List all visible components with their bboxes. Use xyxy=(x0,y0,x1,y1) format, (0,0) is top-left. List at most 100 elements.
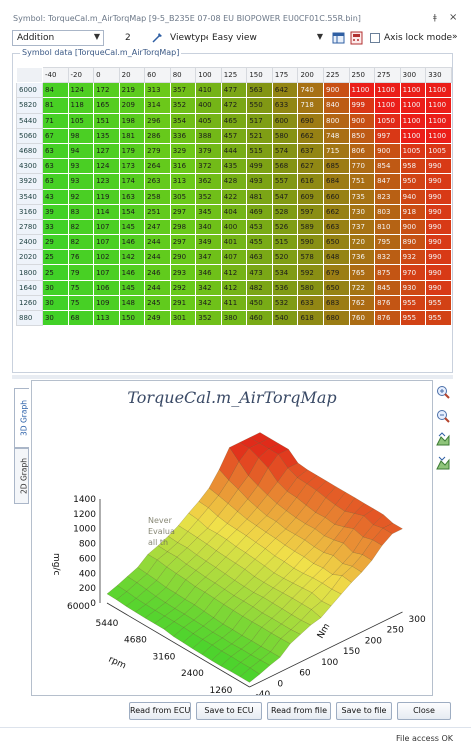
table-cell[interactable]: 1100 xyxy=(374,97,401,114)
table-cell[interactable]: 1100 xyxy=(399,112,427,129)
table-cell[interactable]: 1100 xyxy=(425,112,452,129)
table-cell[interactable]: 98 xyxy=(67,127,95,144)
table-cell[interactable]: 83 xyxy=(67,203,95,220)
table-cell[interactable]: 107 xyxy=(93,264,120,281)
table-cell[interactable]: 574 xyxy=(271,142,299,160)
table-cell[interactable]: 1100 xyxy=(348,82,376,99)
table-cell[interactable]: 352 xyxy=(169,97,197,114)
rotate-up-icon[interactable] xyxy=(435,432,451,448)
table-cell[interactable]: 563 xyxy=(246,82,273,99)
wand-icon[interactable] xyxy=(151,32,163,44)
table-cell[interactable]: 123 xyxy=(93,173,120,190)
rotate-down-icon[interactable] xyxy=(435,456,451,472)
table-cell[interactable]: 145 xyxy=(118,279,146,296)
table-cell[interactable]: 482 xyxy=(246,279,273,296)
panel-splitter[interactable] xyxy=(12,375,453,379)
table-cell[interactable]: 990 xyxy=(425,218,452,236)
column-header[interactable]: 100 xyxy=(195,66,222,84)
mode-select[interactable]: Addition ▼ xyxy=(12,30,104,46)
table-cell[interactable]: 247 xyxy=(144,218,171,236)
row-header[interactable]: 1800 xyxy=(16,264,43,281)
table-cell[interactable]: 342 xyxy=(195,294,222,312)
table-cell[interactable]: 109 xyxy=(93,294,120,312)
column-header[interactable]: 200 xyxy=(297,66,324,84)
table-cell[interactable]: 346 xyxy=(195,264,222,281)
table-cell[interactable]: 663 xyxy=(322,218,350,236)
table-cell[interactable]: 609 xyxy=(297,188,324,205)
table-cell[interactable]: 580 xyxy=(297,279,324,296)
row-header[interactable]: 4300 xyxy=(16,158,43,175)
table-cell[interactable]: 219 xyxy=(118,82,146,99)
table-cell[interactable]: 740 xyxy=(297,82,324,99)
table-cell[interactable]: 146 xyxy=(118,264,146,281)
viewtype-select[interactable]: Easy view ▼ xyxy=(208,30,326,46)
table-cell[interactable]: 930 xyxy=(399,279,427,296)
table-cell[interactable]: 900 xyxy=(348,112,376,129)
table-cell[interactable]: 683 xyxy=(322,294,350,312)
table-cell[interactable]: 633 xyxy=(297,294,324,312)
table-cell[interactable]: 762 xyxy=(348,294,376,312)
table-cell[interactable]: 67 xyxy=(41,127,69,144)
table-cell[interactable]: 875 xyxy=(374,264,401,281)
table-cell[interactable]: 832 xyxy=(374,249,401,266)
column-header[interactable]: 0 xyxy=(93,66,120,84)
read-from-ecu-button[interactable]: Read from ECU xyxy=(129,702,191,720)
table-cell[interactable]: 540 xyxy=(271,309,299,327)
table-cell[interactable]: 81 xyxy=(41,97,69,114)
column-header[interactable]: 80 xyxy=(169,66,197,84)
table-cell[interactable]: 823 xyxy=(374,188,401,205)
column-header[interactable]: 125 xyxy=(220,66,248,84)
table-cell[interactable]: 876 xyxy=(374,294,401,312)
table-cell[interactable]: 296 xyxy=(144,112,171,129)
row-header[interactable]: 1640 xyxy=(16,279,43,296)
table-cell[interactable]: 82 xyxy=(67,234,95,251)
table-cell[interactable]: 30 xyxy=(41,279,69,296)
table-cell[interactable]: 1100 xyxy=(399,97,427,114)
table-cell[interactable]: 568 xyxy=(271,158,299,175)
table-cell[interactable]: 209 xyxy=(118,97,146,114)
row-header[interactable]: 2780 xyxy=(16,218,43,236)
table-cell[interactable]: 854 xyxy=(374,158,401,175)
table-cell[interactable]: 660 xyxy=(322,188,350,205)
table-view-icon[interactable] xyxy=(332,31,346,45)
table-cell[interactable]: 379 xyxy=(195,142,222,160)
table-cell[interactable]: 600 xyxy=(271,112,299,129)
table-cell[interactable]: 473 xyxy=(246,264,273,281)
table-cell[interactable]: 526 xyxy=(271,218,299,236)
table-cell[interactable]: 33 xyxy=(41,218,69,236)
table-cell[interactable]: 685 xyxy=(322,158,350,175)
table-cell[interactable]: 400 xyxy=(220,218,248,236)
table-cell[interactable]: 550 xyxy=(246,97,273,114)
table-cell[interactable]: 75 xyxy=(67,279,95,296)
table-cell[interactable]: 876 xyxy=(374,309,401,327)
table-cell[interactable]: 165 xyxy=(93,97,120,114)
table-cell[interactable]: 407 xyxy=(220,249,248,266)
table-cell[interactable]: 528 xyxy=(271,203,299,220)
table-cell[interactable]: 114 xyxy=(93,203,120,220)
table-cell[interactable]: 329 xyxy=(169,142,197,160)
table-cell[interactable]: 354 xyxy=(169,112,197,129)
table-cell[interactable]: 1005 xyxy=(399,142,427,160)
table-cell[interactable]: 263 xyxy=(144,173,171,190)
table-cell[interactable]: 347 xyxy=(195,249,222,266)
table-cell[interactable]: 580 xyxy=(271,127,299,144)
table-cell[interactable]: 765 xyxy=(348,264,376,281)
table-cell[interactable]: 800 xyxy=(322,112,350,129)
table-cell[interactable]: 918 xyxy=(399,203,427,220)
table-cell[interactable]: 400 xyxy=(195,97,222,114)
table-cell[interactable]: 163 xyxy=(118,188,146,205)
table-cell[interactable]: 154 xyxy=(118,203,146,220)
table-cell[interactable]: 521 xyxy=(246,127,273,144)
table-cell[interactable]: 173 xyxy=(118,158,146,175)
table-cell[interactable]: 290 xyxy=(169,249,197,266)
table-cell[interactable]: 735 xyxy=(348,188,376,205)
table-cell[interactable]: 102 xyxy=(93,249,120,266)
table-cell[interactable]: 679 xyxy=(322,264,350,281)
graph-3d-canvas[interactable]: TorqueCal.m_AirTorqMap Never Evalua all th… xyxy=(31,380,433,696)
table-cell[interactable]: 557 xyxy=(271,173,299,190)
table-cell[interactable]: 286 xyxy=(144,127,171,144)
table-cell[interactable]: 106 xyxy=(93,279,120,296)
table-cell[interactable]: 940 xyxy=(399,188,427,205)
table-cell[interactable]: 680 xyxy=(322,309,350,327)
table-cell[interactable]: 770 xyxy=(348,158,376,175)
